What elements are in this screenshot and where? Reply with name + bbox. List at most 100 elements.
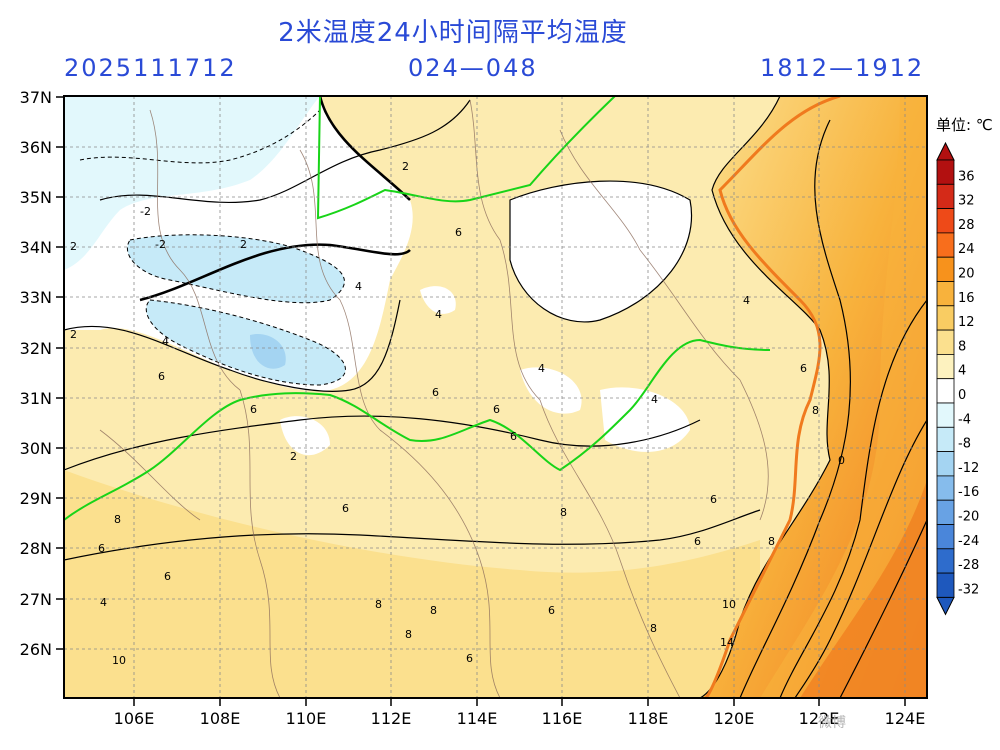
contour-label: 6 bbox=[466, 652, 473, 665]
contour-label: 4 bbox=[743, 294, 750, 307]
lon-label: 114E bbox=[457, 709, 498, 728]
contour-label: 4 bbox=[435, 308, 442, 321]
contour-label: 4 bbox=[162, 335, 169, 348]
contour-label: 2 bbox=[402, 160, 409, 173]
contour-label: 0 bbox=[838, 454, 845, 467]
contour-label: 8 bbox=[812, 404, 819, 417]
contour-label: 6 bbox=[158, 370, 165, 383]
colorbar-swatch bbox=[936, 572, 955, 598]
contour-label: 6 bbox=[694, 535, 701, 548]
colorbar-tick: 16 bbox=[958, 291, 975, 306]
contour-label: 2 bbox=[70, 328, 77, 341]
colorbar-swatch bbox=[936, 524, 955, 550]
lon-label: 110E bbox=[286, 709, 327, 728]
contour-label: 8 bbox=[430, 604, 437, 617]
lon-label: 118E bbox=[628, 709, 669, 728]
contour-label: 6 bbox=[493, 403, 500, 416]
watermark: 微博 bbox=[818, 715, 846, 731]
colorbar-bottom-arrow bbox=[936, 596, 955, 616]
contour-label: 4 bbox=[651, 393, 658, 406]
lon-label: 112E bbox=[371, 709, 412, 728]
colorbar-tick: 28 bbox=[958, 218, 975, 233]
colorbar-tick: 20 bbox=[958, 267, 975, 282]
forecast-hour-range: 024—048 bbox=[408, 54, 538, 82]
colorbar-tick: -4 bbox=[958, 412, 971, 427]
colorbar-tick: -8 bbox=[958, 437, 971, 452]
contour-label: 6 bbox=[342, 502, 349, 515]
colorbar-tick: -32 bbox=[958, 582, 979, 597]
colorbar-top-arrow bbox=[936, 141, 955, 161]
run-date: 2025111712 bbox=[64, 54, 237, 82]
map-field: 2 -2 -2 2 2 6 4 4 4 2 4 6 2 6 6 6 6 6 8 … bbox=[64, 96, 927, 698]
contour-label: 8 bbox=[560, 506, 567, 519]
colorbar-swatch bbox=[936, 451, 955, 477]
contour-label: 6 bbox=[98, 542, 105, 555]
colorbar-swatch bbox=[936, 353, 955, 380]
contour-label: 6 bbox=[710, 493, 717, 506]
lat-label: 30N bbox=[20, 439, 52, 458]
contour-label: 8 bbox=[768, 535, 775, 548]
contour-label: 4 bbox=[538, 362, 545, 375]
colorbar-tick: 36 bbox=[958, 169, 975, 184]
valid-date-range: 1812—1912 bbox=[760, 54, 925, 82]
contour-label: 2 bbox=[240, 238, 247, 251]
contour-label: -2 bbox=[140, 205, 151, 218]
colorbar-tick: 0 bbox=[958, 388, 966, 403]
contour-label: 6 bbox=[250, 403, 257, 416]
colorbar-swatch bbox=[936, 499, 955, 525]
colorbar-swatch bbox=[936, 378, 955, 404]
lat-label: 29N bbox=[20, 489, 52, 508]
contour-label: 6 bbox=[800, 362, 807, 375]
colorbar-unit: 单位: ℃ bbox=[936, 116, 993, 134]
contour-label: 8 bbox=[375, 598, 382, 611]
lat-label: 33N bbox=[20, 288, 52, 307]
lon-label: 108E bbox=[200, 709, 241, 728]
lat-label: 27N bbox=[20, 590, 52, 609]
contour-label: 6 bbox=[432, 386, 439, 399]
contour-label: 14 bbox=[720, 636, 734, 649]
lat-label: 36N bbox=[20, 138, 52, 157]
contour-label: 6 bbox=[164, 570, 171, 583]
colorbar-swatch bbox=[936, 159, 955, 185]
colorbar-tick: 24 bbox=[958, 242, 975, 257]
colorbar-swatch bbox=[936, 183, 955, 210]
colorbar-swatch bbox=[936, 256, 955, 282]
colorbar-tick: -12 bbox=[958, 461, 979, 476]
colorbar-tick: 12 bbox=[958, 315, 975, 330]
plot-frame bbox=[63, 95, 928, 699]
colorbar-tick: 8 bbox=[958, 339, 966, 354]
contour-label: 2 bbox=[290, 450, 297, 463]
colorbar-tick: -24 bbox=[958, 534, 979, 549]
colorbar-swatch bbox=[936, 208, 955, 234]
lat-label: 28N bbox=[20, 539, 52, 558]
lat-label: 34N bbox=[20, 238, 52, 257]
lat-label: 32N bbox=[20, 339, 52, 358]
colorbar-tick: -16 bbox=[958, 485, 979, 500]
colorbar-swatch bbox=[936, 426, 955, 452]
contour-label: 4 bbox=[100, 596, 107, 609]
contour-label: 8 bbox=[650, 622, 657, 635]
colorbar-swatch bbox=[936, 475, 955, 501]
colorbar-swatch bbox=[936, 402, 955, 428]
contour-label: -2 bbox=[155, 238, 166, 251]
lon-label: 122E bbox=[799, 709, 840, 728]
colorbar-tick: 32 bbox=[958, 194, 975, 209]
colorbar-tick: -28 bbox=[958, 558, 979, 573]
colorbar-tick: 4 bbox=[958, 364, 966, 379]
colorbar: 单位: ℃ 36 32 28 24 20 16 12 8 4 0 -4 -8 -12 -16 -20 -24 -… bbox=[936, 116, 993, 616]
lat-label: 26N bbox=[20, 640, 52, 659]
contour-label: 8 bbox=[405, 628, 412, 641]
lon-label: 106E bbox=[114, 709, 155, 728]
contour-label: 6 bbox=[510, 430, 517, 443]
lon-label: 116E bbox=[542, 709, 583, 728]
lon-label: 124E bbox=[885, 709, 926, 728]
contour-label: 10 bbox=[722, 598, 736, 611]
colorbar-tick: -20 bbox=[958, 510, 979, 525]
lon-label: 120E bbox=[714, 709, 755, 728]
contour-label: 10 bbox=[112, 654, 126, 667]
colorbar-swatch bbox=[936, 232, 955, 258]
contour-label: 6 bbox=[548, 604, 555, 617]
chart-title: 2米温度24小时间隔平均温度 bbox=[278, 18, 628, 48]
lat-label: 35N bbox=[20, 188, 52, 207]
